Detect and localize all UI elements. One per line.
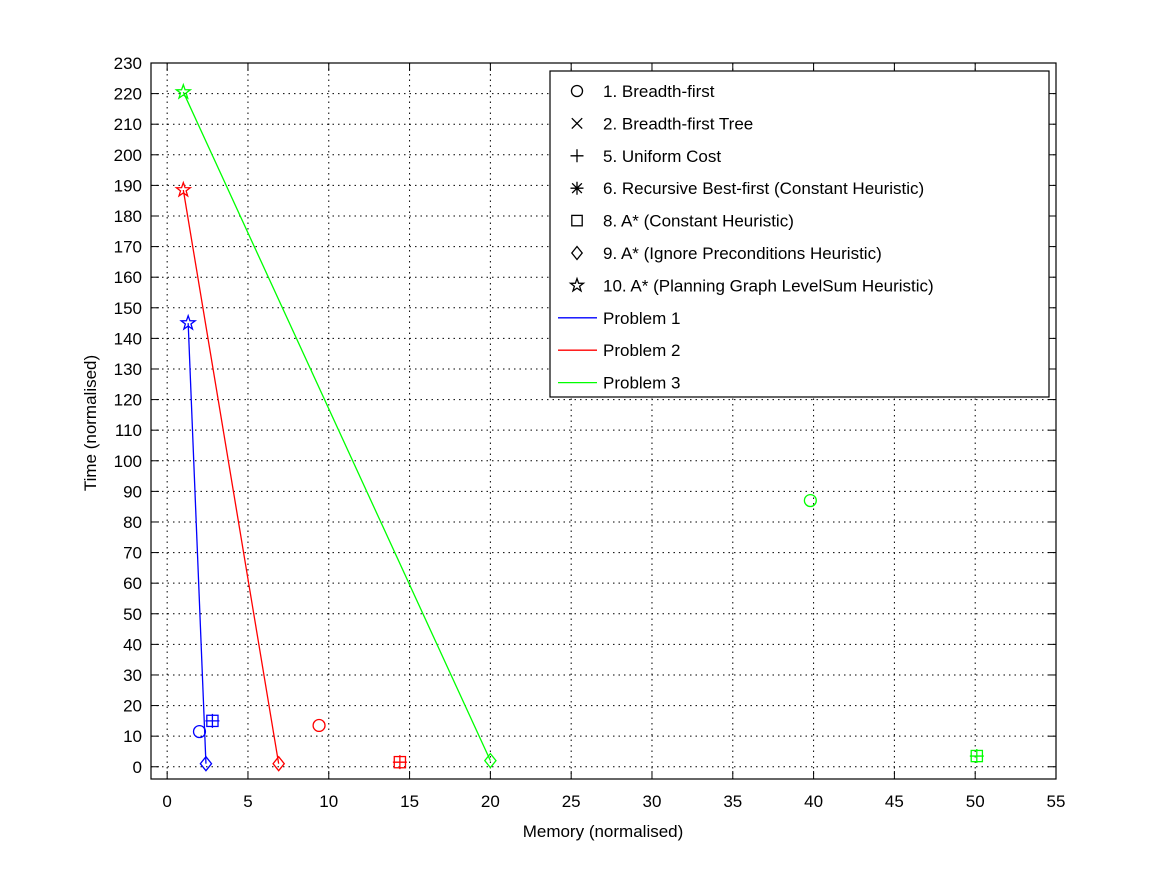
data-point-star-problem-3 xyxy=(174,82,193,100)
y-tick-label: 40 xyxy=(123,635,142,654)
y-tick-label: 90 xyxy=(123,482,142,501)
y-tick-label: 100 xyxy=(114,452,142,471)
legend-entry-label: 2. Breadth-first Tree xyxy=(603,114,753,133)
x-tick-label: 10 xyxy=(319,792,338,811)
x-tick-label: 0 xyxy=(162,792,171,811)
x-tick-label: 45 xyxy=(885,792,904,811)
y-tick-label: 130 xyxy=(114,360,142,379)
legend-entry-label: 5. Uniform Cost xyxy=(603,147,721,166)
legend: 1. Breadth-first 2. Breadth-first Tree 5. … xyxy=(549,70,1050,398)
y-tick-label: 190 xyxy=(114,176,142,195)
x-tick-label: 50 xyxy=(966,792,985,811)
series-lines xyxy=(182,91,491,764)
data-point-square-problem-1 xyxy=(206,714,219,728)
data-point-square-problem-3 xyxy=(970,749,984,763)
y-tick-label: 60 xyxy=(123,574,142,593)
data-point-plus-problem-1 xyxy=(205,713,220,728)
legend-symbol-plus xyxy=(570,149,584,163)
y-tick-label: 10 xyxy=(123,727,142,746)
legend-symbol-circle xyxy=(570,84,584,98)
legend-symbol-star xyxy=(568,276,586,293)
y-tick-label: 230 xyxy=(114,54,142,73)
data-point-plus-problem-2 xyxy=(392,755,407,770)
data-point-star-problem-1 xyxy=(179,313,198,331)
data-point-diamond-problem-3 xyxy=(483,752,497,769)
x-axis-label: Memory (normalised) xyxy=(523,822,684,841)
series-line-problem-3 xyxy=(182,91,491,761)
legend-symbol-asterisk xyxy=(570,181,584,195)
data-point-diamond-problem-2 xyxy=(272,755,286,772)
data-point-plus-problem-3 xyxy=(969,749,984,764)
legend-entry-label: 1. Breadth-first xyxy=(603,82,715,101)
legend-entry-label: 8. A* (Constant Heuristic) xyxy=(603,212,794,231)
y-tick-label: 110 xyxy=(115,421,142,440)
y-tick-label: 150 xyxy=(114,299,142,318)
legend-box xyxy=(549,70,1050,398)
x-tick-label: 15 xyxy=(400,792,419,811)
data-point-square-problem-2 xyxy=(393,755,407,769)
tick-labels: 0 5 10 15 20 25 30 35 40 45 50 55 0 10 20 30 40 50 60 70 80 9… xyxy=(114,54,1066,811)
series-markers xyxy=(174,82,984,772)
legend-series-label: Problem 3 xyxy=(603,374,680,393)
legend-entry-label: 9. A* (Ignore Preconditions Heuristic) xyxy=(603,244,882,263)
y-tick-label: 170 xyxy=(114,238,142,257)
x-tick-label: 20 xyxy=(481,792,500,811)
legend-entry-label: 10. A* (Planning Graph LevelSum Heuristi… xyxy=(603,276,934,295)
y-tick-label: 140 xyxy=(114,329,142,348)
y-tick-label: 220 xyxy=(114,85,142,104)
x-tick-label: 40 xyxy=(804,792,823,811)
data-point-circle-problem-1 xyxy=(192,724,207,739)
y-tick-label: 200 xyxy=(114,146,142,165)
series-line-problem-2 xyxy=(182,189,280,764)
legend-entry-label: 6. Recursive Best-first (Constant Heuris… xyxy=(603,179,924,198)
y-tick-label: 50 xyxy=(123,605,142,624)
y-tick-label: 80 xyxy=(123,513,142,532)
y-tick-label: 160 xyxy=(114,268,142,287)
y-tick-label: 70 xyxy=(123,544,142,563)
legend-symbol-square xyxy=(571,214,583,227)
y-tick-label: 20 xyxy=(123,697,142,716)
legend-series-label: Problem 2 xyxy=(603,341,680,360)
data-point-star-problem-2 xyxy=(174,180,193,198)
x-tick-label: 55 xyxy=(1047,792,1066,811)
x-tick-label: 30 xyxy=(643,792,662,811)
x-tick-label: 35 xyxy=(723,792,742,811)
plot-frame xyxy=(150,62,1057,780)
legend-symbol-diamond xyxy=(570,245,584,261)
y-tick-label: 210 xyxy=(114,115,142,134)
y-tick-label: 120 xyxy=(114,391,142,410)
y-tick-label: 180 xyxy=(114,207,142,226)
data-point-diamond-problem-1 xyxy=(199,755,213,772)
legend-series-label: Problem 1 xyxy=(603,309,680,328)
y-tick-label: 0 xyxy=(133,758,142,777)
data-point-circle-problem-3 xyxy=(803,493,817,508)
y-axis-label: Time (normalised) xyxy=(81,355,100,491)
legend-symbol-x xyxy=(571,117,583,130)
series-line-problem-1 xyxy=(187,323,207,764)
data-point-circle-problem-2 xyxy=(312,718,326,733)
y-tick-label: 30 xyxy=(123,666,142,685)
x-tick-label: 5 xyxy=(243,792,252,811)
x-tick-label: 25 xyxy=(562,792,581,811)
